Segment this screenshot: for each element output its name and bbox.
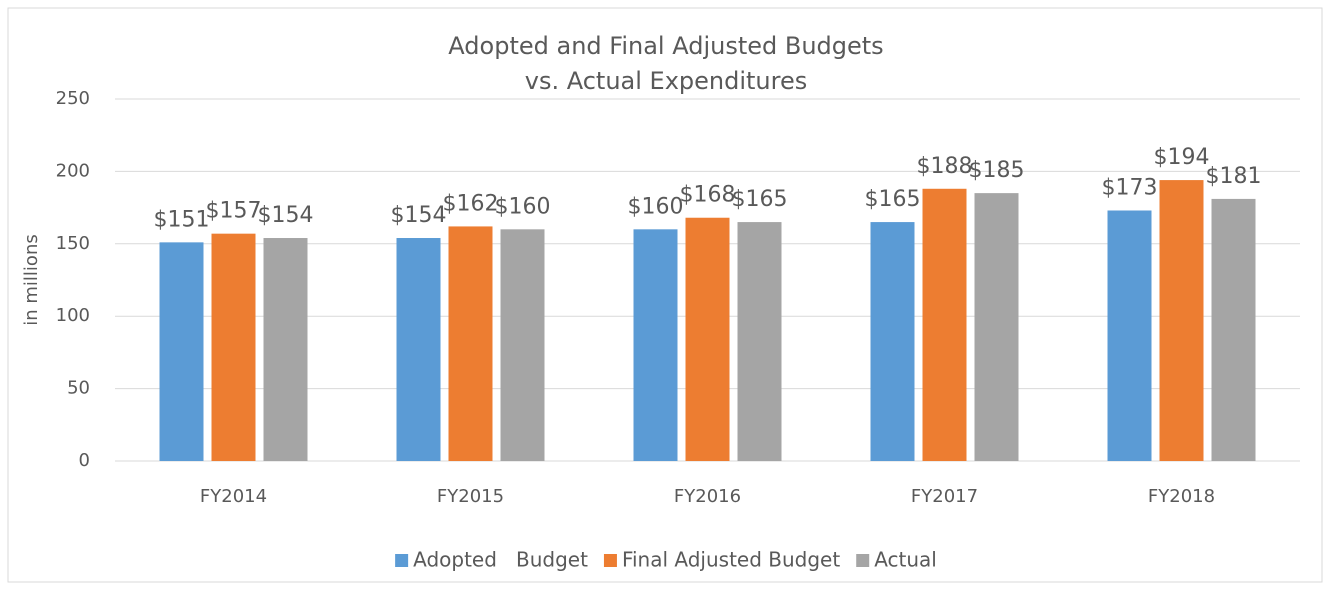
data-label: $194 [1154, 145, 1210, 170]
data-label: $160 [628, 194, 684, 219]
bar [870, 222, 915, 461]
x-tick-label: FY2017 [911, 486, 978, 507]
y-tick-label: 150 [56, 233, 90, 254]
bar [1107, 210, 1152, 461]
chart-title: vs. Actual Expenditures [525, 67, 808, 95]
legend-swatch [603, 554, 617, 567]
y-tick-label: 250 [56, 88, 90, 109]
legend-swatch [395, 554, 409, 567]
bar [737, 222, 782, 461]
legend-label: Adopted Budget [413, 548, 588, 572]
data-label: $188 [917, 154, 973, 179]
y-axis-title: in millions [21, 234, 42, 325]
data-label: $168 [680, 183, 736, 208]
bar [922, 188, 967, 461]
y-tick-label: 100 [56, 305, 90, 326]
data-label: $165 [865, 187, 921, 212]
bar [263, 238, 308, 461]
y-tick-label: 0 [79, 450, 90, 471]
data-label: $185 [969, 158, 1025, 183]
data-label: $181 [1206, 164, 1262, 189]
bar [448, 226, 493, 461]
data-label: $154 [258, 203, 314, 228]
x-tick-label: FY2016 [674, 486, 741, 507]
data-label: $157 [206, 199, 262, 224]
bar [1159, 180, 1204, 461]
data-label: $154 [391, 203, 447, 228]
y-tick-label: 200 [56, 160, 90, 181]
bar [211, 233, 256, 461]
bar [1211, 198, 1256, 462]
legend-swatch [856, 554, 870, 567]
legend-label: Final Adjusted Budget [622, 548, 840, 572]
bar [633, 229, 678, 461]
chart-title: Adopted and Final Adjusted Budgets [448, 32, 883, 60]
y-tick-label: 50 [67, 378, 90, 399]
x-tick-label: FY2018 [1148, 486, 1215, 507]
x-tick-label: FY2014 [200, 486, 267, 507]
bar [974, 193, 1019, 461]
bar [500, 229, 545, 461]
data-label: $173 [1102, 175, 1158, 200]
data-label: $160 [495, 194, 551, 219]
legend-label: Actual [874, 548, 937, 572]
bar [159, 242, 204, 461]
x-tick-label: FY2015 [437, 486, 504, 507]
data-label: $162 [443, 191, 499, 216]
data-label: $165 [732, 187, 788, 212]
bar [685, 217, 730, 461]
bar [396, 238, 441, 461]
data-label: $151 [154, 207, 210, 232]
